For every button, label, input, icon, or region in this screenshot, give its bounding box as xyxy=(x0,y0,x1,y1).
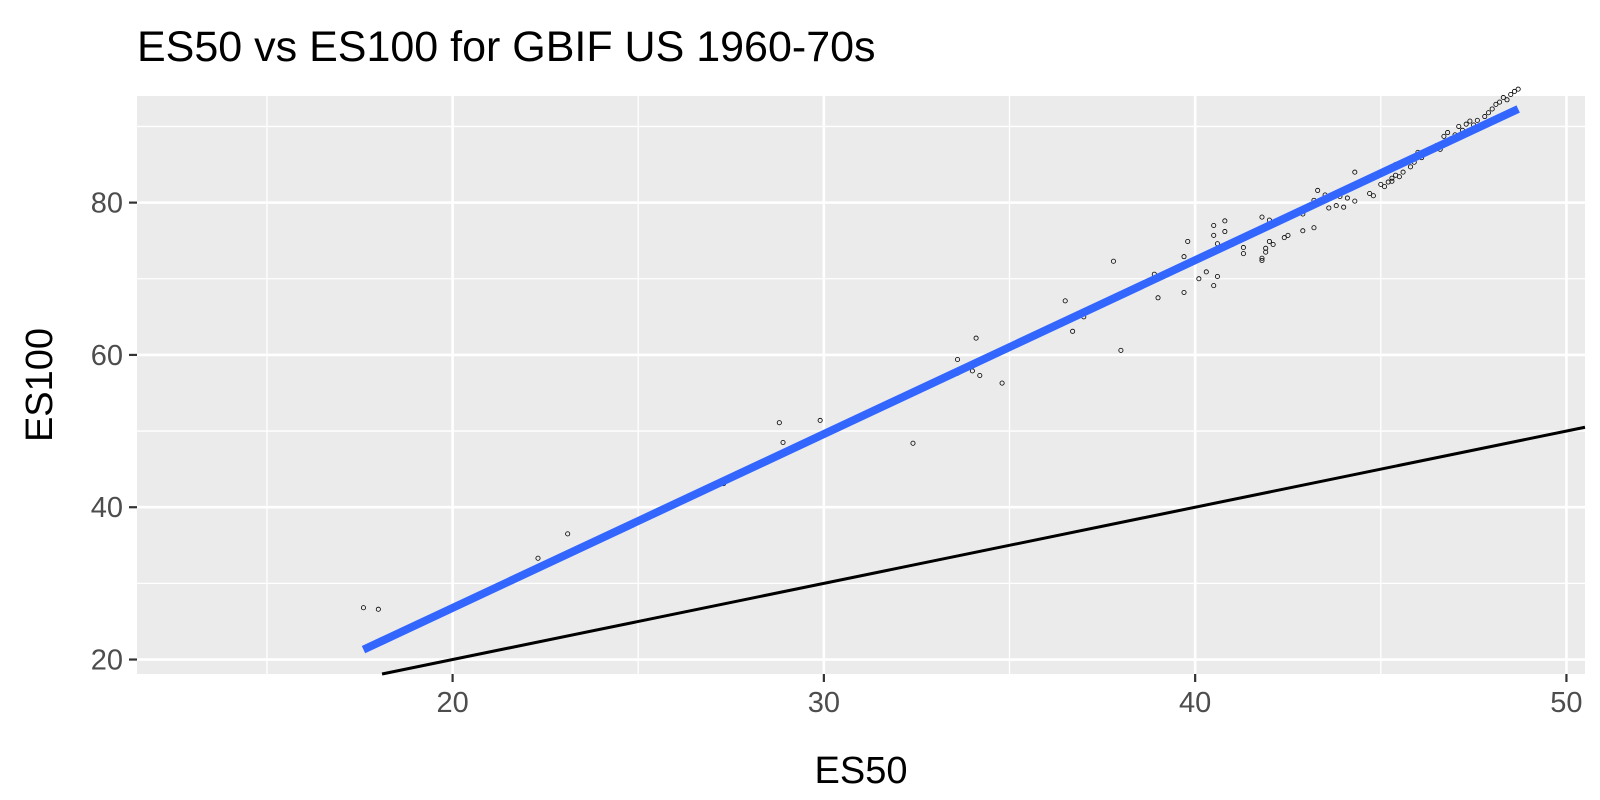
y-tick-label: 20 xyxy=(91,645,123,677)
data-point xyxy=(1382,184,1388,190)
data-point xyxy=(1389,175,1395,181)
fit-line xyxy=(361,105,1520,654)
data-point xyxy=(1285,232,1291,238)
y-axis-title: ES100 xyxy=(19,328,61,442)
reference-line xyxy=(381,425,1586,676)
data-point xyxy=(1515,86,1521,92)
data-point xyxy=(1489,106,1495,112)
data-point xyxy=(1266,238,1272,244)
data-point xyxy=(1396,174,1402,180)
data-point xyxy=(1270,241,1276,247)
data-point xyxy=(1400,169,1406,175)
data-point xyxy=(1344,195,1350,201)
x-tick-label: 20 xyxy=(436,687,468,719)
data-points xyxy=(360,86,1521,612)
x-tick-label: 40 xyxy=(1179,687,1211,719)
x-axis-title: ES50 xyxy=(815,750,908,792)
data-point xyxy=(1281,235,1287,241)
data-point xyxy=(1504,97,1510,103)
data-point xyxy=(1203,269,1209,275)
data-point xyxy=(1222,229,1228,235)
y-axis: 20 40 60 80 xyxy=(91,188,137,677)
data-point xyxy=(1389,178,1395,184)
data-point xyxy=(535,555,541,561)
data-point xyxy=(1181,289,1187,295)
y-tick-label: 80 xyxy=(91,188,123,220)
data-point xyxy=(1511,88,1517,94)
data-point xyxy=(1463,121,1469,127)
data-point xyxy=(1110,258,1116,264)
x-axis: 20 30 40 50 xyxy=(436,674,1583,719)
data-point xyxy=(1497,99,1503,105)
data-point xyxy=(1474,117,1480,123)
data-point xyxy=(1370,193,1376,199)
data-point xyxy=(1367,190,1373,196)
fit-line-group xyxy=(361,105,1520,654)
chart-title: ES50 vs ES100 for GBIF US 1960-70s xyxy=(137,23,876,71)
data-point xyxy=(910,440,916,446)
data-point xyxy=(1326,205,1332,211)
data-point xyxy=(1181,254,1187,260)
data-point xyxy=(1341,204,1347,210)
data-point xyxy=(1240,245,1246,251)
data-point xyxy=(1300,228,1306,234)
data-point xyxy=(1500,95,1506,101)
data-point xyxy=(1482,114,1488,120)
data-point xyxy=(977,372,983,378)
data-point xyxy=(1352,169,1358,175)
x-tick-label: 50 xyxy=(1550,687,1582,719)
data-point xyxy=(1222,218,1228,224)
major-gridlines xyxy=(137,96,1585,674)
data-point xyxy=(1378,181,1384,187)
minor-gridlines xyxy=(137,96,1585,674)
data-point xyxy=(1315,187,1321,193)
data-point xyxy=(780,439,786,445)
data-point xyxy=(360,605,366,611)
data-point xyxy=(1240,251,1246,257)
data-point xyxy=(1263,245,1269,251)
data-point xyxy=(1259,257,1265,263)
data-point xyxy=(375,606,381,612)
data-point xyxy=(955,356,961,362)
data-point xyxy=(1333,203,1339,209)
data-point xyxy=(1070,328,1076,334)
data-point xyxy=(1407,164,1413,170)
reference-line-group xyxy=(381,425,1586,676)
data-point xyxy=(565,531,571,537)
data-point xyxy=(1311,225,1317,231)
data-point xyxy=(817,417,823,423)
data-point xyxy=(1185,238,1191,244)
data-point xyxy=(1485,110,1491,116)
data-point xyxy=(1118,347,1124,353)
data-point xyxy=(1441,133,1447,139)
data-point xyxy=(1211,232,1217,238)
data-point xyxy=(1352,198,1358,204)
data-point xyxy=(1445,130,1451,136)
y-tick-label: 40 xyxy=(91,492,123,524)
data-point xyxy=(999,380,1005,386)
data-point xyxy=(1062,298,1068,304)
data-point xyxy=(1211,222,1217,228)
data-point xyxy=(1196,276,1202,282)
data-point xyxy=(1259,214,1265,220)
data-point xyxy=(1214,273,1220,279)
data-point xyxy=(1456,123,1462,129)
y-tick-label: 60 xyxy=(91,340,123,372)
data-point xyxy=(1211,283,1217,289)
x-tick-label: 30 xyxy=(808,687,840,719)
data-point xyxy=(1493,101,1499,107)
data-point xyxy=(973,335,979,341)
data-point xyxy=(776,420,782,426)
data-point xyxy=(1467,118,1473,124)
data-point xyxy=(1155,295,1161,301)
data-point xyxy=(1259,255,1265,261)
data-point xyxy=(1508,91,1514,97)
